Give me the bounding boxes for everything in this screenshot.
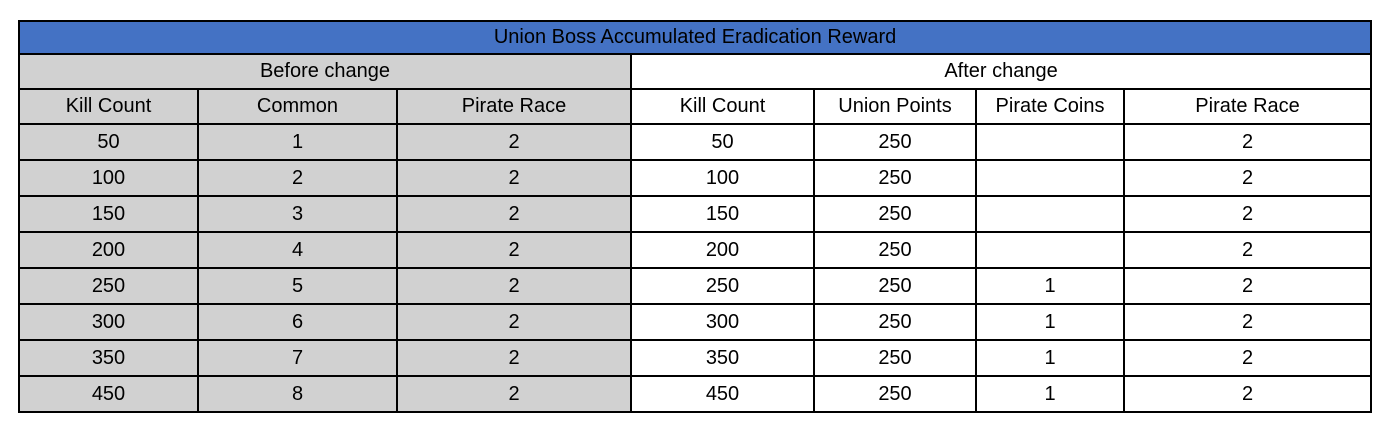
cell: 200 — [18, 231, 199, 269]
cell: 8 — [197, 375, 398, 413]
table-row: 150 3 2 150 250 2 — [18, 195, 1373, 233]
cell: 250 — [813, 159, 977, 197]
table-row: 250 5 2 250 250 1 2 — [18, 267, 1373, 305]
cell — [975, 159, 1125, 197]
table-row: 100 2 2 100 250 2 — [18, 159, 1373, 197]
cell: 350 — [18, 339, 199, 377]
cell: 6 — [197, 303, 398, 341]
cell: 200 — [630, 231, 815, 269]
cell: 1 — [975, 375, 1125, 413]
cell — [975, 195, 1125, 233]
cell: 300 — [630, 303, 815, 341]
cell: 5 — [197, 267, 398, 305]
table-row: 350 7 2 350 250 1 2 — [18, 339, 1373, 377]
cell: 2 — [1122, 267, 1373, 305]
title-row: Union Boss Accumulated Eradication Rewar… — [17, 20, 1373, 55]
cell: 100 — [630, 159, 815, 197]
cell: 250 — [813, 231, 977, 269]
cell: 2 — [1122, 375, 1373, 413]
cell: 250 — [813, 267, 977, 305]
cell: 150 — [18, 195, 199, 233]
cell: 450 — [18, 375, 199, 413]
column-header-kill-count-after: Kill Count — [630, 88, 815, 125]
cell: 150 — [630, 195, 815, 233]
cell: 250 — [630, 267, 815, 305]
table-row: 50 1 2 50 250 2 — [18, 123, 1373, 161]
cell: 2 — [396, 339, 632, 377]
cell: 2 — [1122, 303, 1373, 341]
cell — [975, 123, 1125, 161]
column-header-pirate-race-after: Pirate Race — [1122, 88, 1373, 125]
cell: 2 — [396, 375, 632, 413]
column-header-common: Common — [197, 88, 398, 125]
cell: 250 — [18, 267, 199, 305]
table-row: 450 8 2 450 250 1 2 — [18, 375, 1373, 413]
cell: 2 — [1122, 123, 1373, 161]
cell: 2 — [1122, 195, 1373, 233]
cell: 250 — [813, 123, 977, 161]
cell: 250 — [813, 375, 977, 413]
cell: 7 — [197, 339, 398, 377]
table-row: 300 6 2 300 250 1 2 — [18, 303, 1373, 341]
cell: 300 — [18, 303, 199, 341]
section-header-after: After change — [629, 53, 1373, 90]
cell: 3 — [197, 195, 398, 233]
table-row: 200 4 2 200 250 2 — [18, 231, 1373, 269]
cell: 2 — [396, 303, 632, 341]
section-header-row: Before change After change — [18, 53, 1373, 90]
reward-table: Union Boss Accumulated Eradication Rewar… — [17, 20, 1373, 413]
column-header-union-points: Union Points — [813, 88, 977, 125]
cell: 250 — [813, 339, 977, 377]
cell: 1 — [975, 303, 1125, 341]
column-header-kill-count-before: Kill Count — [18, 88, 199, 125]
cell: 2 — [396, 195, 632, 233]
column-header-pirate-race-before: Pirate Race — [396, 88, 632, 125]
cell: 1 — [197, 123, 398, 161]
cell: 450 — [630, 375, 815, 413]
section-header-before: Before change — [18, 53, 632, 90]
cell: 4 — [197, 231, 398, 269]
cell — [975, 231, 1125, 269]
cell: 1 — [975, 339, 1125, 377]
cell: 2 — [396, 231, 632, 269]
cell: 50 — [630, 123, 815, 161]
table-title: Union Boss Accumulated Eradication Rewar… — [17, 20, 1373, 55]
cell: 250 — [813, 195, 977, 233]
cell: 2 — [396, 267, 632, 305]
cell: 100 — [18, 159, 199, 197]
cell: 1 — [975, 267, 1125, 305]
column-header-row: Kill Count Common Pirate Race Kill Count… — [18, 88, 1373, 125]
table-body: 50 1 2 50 250 2 100 2 2 100 250 2 150 3 2 150 250 2 200 4 2 2… — [18, 123, 1373, 413]
cell: 350 — [630, 339, 815, 377]
cell: 2 — [1122, 339, 1373, 377]
cell: 2 — [197, 159, 398, 197]
cell: 2 — [1122, 159, 1373, 197]
cell: 2 — [1122, 231, 1373, 269]
cell: 2 — [396, 123, 632, 161]
cell: 250 — [813, 303, 977, 341]
cell: 2 — [396, 159, 632, 197]
column-header-pirate-coins: Pirate Coins — [975, 88, 1125, 125]
cell: 50 — [18, 123, 199, 161]
